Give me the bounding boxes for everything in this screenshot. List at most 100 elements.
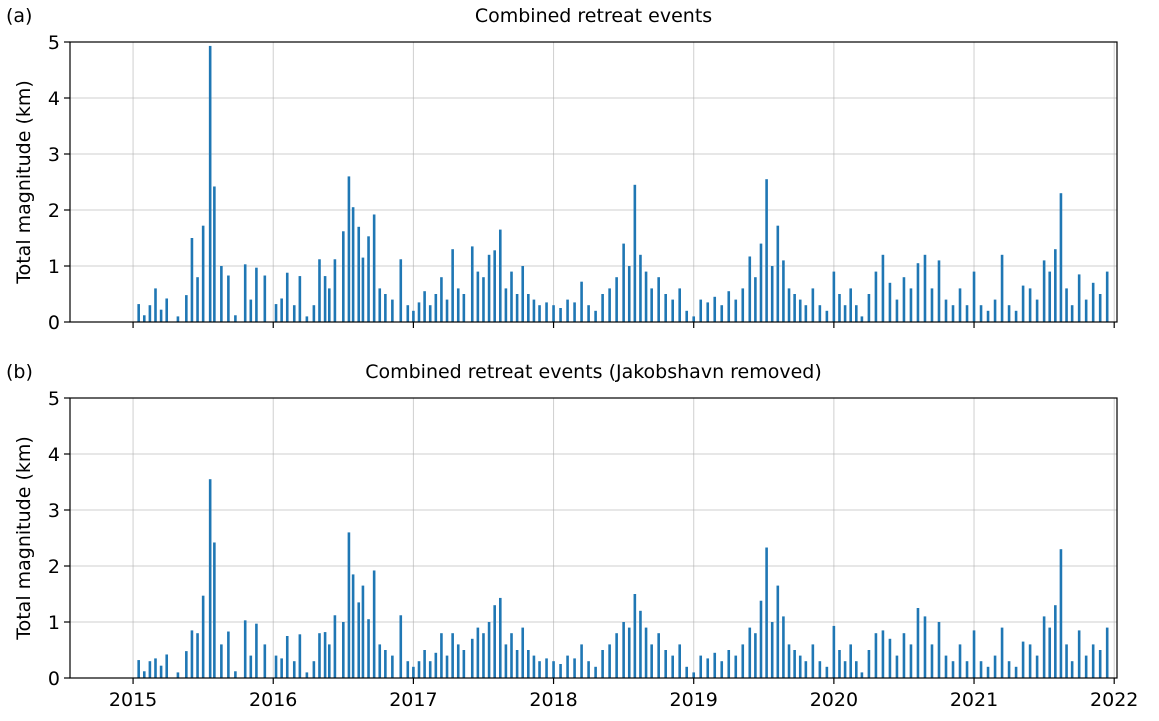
bar xyxy=(1070,661,1074,678)
bar xyxy=(552,305,555,322)
bar xyxy=(1077,274,1081,322)
bar xyxy=(208,479,212,678)
bar xyxy=(357,226,361,322)
x-tick-label: 2018 xyxy=(529,689,577,711)
bar xyxy=(347,532,351,678)
bar xyxy=(923,254,927,322)
bar xyxy=(372,570,376,678)
bar xyxy=(909,644,913,678)
bar xyxy=(434,294,438,322)
bar xyxy=(678,288,681,322)
bar xyxy=(650,644,653,678)
bar xyxy=(759,243,763,322)
x-tick-label: 2022 xyxy=(1090,689,1138,711)
bar xyxy=(333,615,337,678)
bar xyxy=(274,304,278,322)
bar xyxy=(706,302,710,322)
bar xyxy=(838,650,841,678)
bar xyxy=(972,630,976,678)
bar xyxy=(243,264,247,322)
bar xyxy=(627,266,631,322)
bar xyxy=(972,271,976,322)
bar xyxy=(895,655,899,678)
bar xyxy=(1007,305,1011,322)
bar xyxy=(327,644,331,678)
bar xyxy=(1021,285,1025,322)
bar xyxy=(1021,641,1025,678)
bar xyxy=(451,633,454,678)
bar xyxy=(776,225,780,322)
bar xyxy=(1059,549,1063,678)
bar xyxy=(587,305,590,322)
x-tick-label: 2016 xyxy=(249,689,297,711)
y-tick-label: 0 xyxy=(48,668,60,690)
y-tick-label: 5 xyxy=(48,388,60,410)
y-tick-label: 3 xyxy=(48,144,60,166)
bar xyxy=(361,585,365,678)
bar xyxy=(227,275,230,322)
bar xyxy=(566,655,569,678)
bar xyxy=(378,644,382,678)
bar xyxy=(615,277,618,322)
bar xyxy=(881,630,885,678)
bar xyxy=(412,666,415,678)
bar xyxy=(201,225,205,322)
bar xyxy=(888,282,892,322)
bar xyxy=(832,271,836,322)
bar xyxy=(417,661,421,678)
bar xyxy=(748,627,752,678)
bar xyxy=(274,655,278,678)
bar xyxy=(559,308,562,322)
bar xyxy=(351,574,355,678)
bar xyxy=(958,288,962,322)
bar xyxy=(532,299,536,322)
bar xyxy=(818,661,822,678)
bar xyxy=(249,655,253,678)
bar xyxy=(874,633,878,678)
bar xyxy=(622,622,625,678)
x-tick-label: 2015 xyxy=(109,689,157,711)
bar xyxy=(1091,644,1095,678)
bar xyxy=(909,288,913,322)
bar xyxy=(190,630,194,678)
bar xyxy=(849,644,852,678)
bar xyxy=(754,633,757,678)
bar xyxy=(685,666,689,678)
bar xyxy=(1048,627,1052,678)
bar xyxy=(787,644,791,678)
bar xyxy=(333,259,337,322)
bar xyxy=(923,616,927,678)
bar xyxy=(504,288,508,322)
bar xyxy=(399,259,403,322)
bar xyxy=(1105,271,1109,322)
bar xyxy=(825,666,829,678)
bar xyxy=(832,625,836,678)
bar xyxy=(793,294,796,322)
bar xyxy=(498,229,502,322)
bar xyxy=(678,644,681,678)
bar xyxy=(159,309,163,322)
bar xyxy=(280,658,283,678)
bar xyxy=(342,622,345,678)
bar xyxy=(148,305,152,322)
bar xyxy=(521,627,525,678)
x-tick-label: 2019 xyxy=(670,689,718,711)
bar xyxy=(782,260,785,322)
bar xyxy=(510,271,513,322)
bar xyxy=(937,260,941,322)
bar xyxy=(351,207,355,322)
bar xyxy=(843,661,847,678)
bar xyxy=(391,299,394,322)
bar xyxy=(487,254,491,322)
bar xyxy=(552,661,555,678)
bar xyxy=(804,661,808,678)
bar xyxy=(1091,282,1095,322)
bar xyxy=(154,288,157,322)
bar xyxy=(220,644,223,678)
bar xyxy=(1035,655,1039,678)
bar xyxy=(1065,288,1068,322)
bar xyxy=(428,305,432,322)
bar xyxy=(685,310,689,322)
bar xyxy=(298,276,302,322)
bar xyxy=(176,316,180,322)
